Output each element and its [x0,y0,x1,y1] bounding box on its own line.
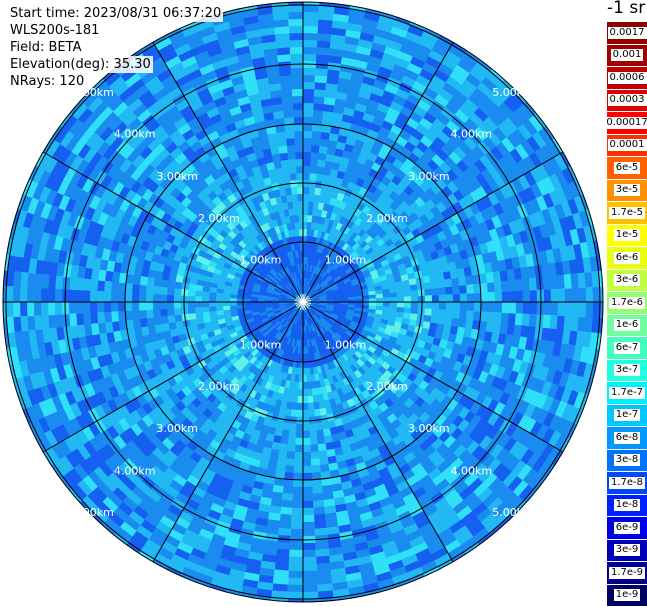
range-label: 1.00km [325,338,367,351]
range-label: 4.00km [114,464,156,477]
azimuth-spoke [302,301,564,453]
colorbar-cell: 3e-5 [607,179,647,201]
instrument-text: WLS200s-181 [10,22,102,39]
colorbar-cell: 1e-8 [607,494,647,516]
field-band-cyan [4,2,603,585]
colorbar-label: 1e-8 [613,499,641,512]
colorbar-cell: 1.7e-6 [607,292,647,314]
colorbar-label: 3e-5 [613,184,641,197]
colorbar-label: 1.7e-6 [608,296,646,309]
colorbar-cell: 0.0003 [607,89,647,111]
colorbar-label: 6e-5 [613,161,641,174]
colorbar-label: 3e-9 [613,544,641,557]
azimuth-spoke [42,151,304,303]
azimuth-spoke [302,301,454,563]
range-label: 2.00km [366,380,408,393]
range-label: 4.00km [451,128,493,141]
colorbar-cell: 1.7e-7 [607,382,647,404]
center-marker [299,294,304,303]
colorbar-label: 1e-7 [613,409,641,422]
colorbar-label: 6e-8 [613,431,641,444]
colorbar-cell: 1.7e-9 [607,562,647,584]
range-label: 5.00km [72,506,114,519]
field-band-mid [3,5,603,602]
colorbar-label: 1.7e-8 [608,476,646,489]
colorbar-cell: 3e-6 [607,269,647,291]
colorbar-label: 1.7e-5 [608,206,646,219]
colorbar-units: -1 sr [607,0,646,18]
azimuth-spoke [42,301,304,453]
range-label: 3.00km [156,170,198,183]
colorbar-cell: 1.7e-8 [607,472,647,494]
colorbar-cell: 0.0017 [607,22,647,44]
range-labels: 1.00km 1.00km 1.00km 1.00km 2.00km 2.00km 2.00… [72,86,534,519]
colorbar-label: 1e-5 [613,229,641,242]
colorbar-cell: 0.001 [607,44,647,66]
colorbar-cell: 1.7e-5 [607,202,647,224]
colorbar-label: 6e-6 [613,251,641,264]
colorbar-cell: 0.0006 [607,67,647,89]
colorbar-label: 3e-7 [613,364,641,377]
azimuth-spokes [3,2,603,602]
azimuth-spoke [302,151,564,303]
range-label: 3.00km [408,422,450,435]
colorbar-label: 0.001 [610,49,644,62]
range-label: 3.00km [156,422,198,435]
colorbar-cell: 1e-7 [607,404,647,426]
colorbar-label: 6e-9 [613,521,641,534]
range-label: 2.00km [366,212,408,225]
colorbar-cell: 6e-7 [607,337,647,359]
azimuth-spoke [152,301,304,563]
range-label: 1.00km [325,254,367,267]
colorbar-label: 0.0001 [607,139,647,152]
range-label: 2.00km [198,212,240,225]
colorbar-cell: 0.0001 [607,134,647,156]
range-label: 1.00km [240,254,282,267]
colorbar-label: 1.7e-9 [608,566,646,579]
colorbar-label: 3e-8 [613,454,641,467]
colorbar-cell: 3e-8 [607,449,647,471]
colorbar-label: 1e-9 [613,589,641,602]
colorbar-cell: 6e-8 [607,427,647,449]
start-time-text: Start time: 2023/08/31 06:37:20 [10,5,224,22]
range-label: 3.00km [408,170,450,183]
scan-info-panel: Start time: 2023/08/31 06:37:20 WLS200s-… [10,5,224,90]
elevation-text: Elevation(deg): 35.30 [10,56,153,73]
colorbar-cell: 6e-9 [607,517,647,539]
colorbar-label: 0.00017 [604,116,647,129]
range-label: 1.00km [240,338,282,351]
range-label: 5.00km [492,86,534,99]
range-label: 4.00km [114,128,156,141]
colorbar-label: 0.0017 [607,26,647,39]
range-label: 2.00km [198,380,240,393]
colorbar-label: 0.0003 [607,94,647,107]
colorbar-label: 6e-7 [613,341,641,354]
colorbar-cell: 3e-9 [607,539,647,561]
colorbar-label: 0.0006 [607,71,647,84]
colorbar-cell: 3e-7 [607,359,647,381]
range-label: 4.00km [451,464,493,477]
azimuth-spoke [302,41,454,303]
azimuth-spoke [152,41,304,303]
colorbar-cell: 6e-5 [607,157,647,179]
colorbar-cell: 1e-9 [607,584,647,606]
field-band-light [3,2,603,602]
colorbar-label: 1e-6 [613,319,641,332]
field-band-pale [175,180,432,420]
colorbar-cell: 0.00017 [604,112,647,134]
colorbar-label: 3e-6 [613,274,641,287]
field-text: Field: BETA [10,39,84,56]
nrays-text: NRays: 120 [10,73,87,90]
colorbar-cell: 6e-6 [607,247,647,269]
colorbar-label: 1.7e-7 [608,386,646,399]
colorbar-cell: 1e-5 [607,224,647,246]
colorbar-cell: 1e-6 [607,314,647,336]
range-label: 5.00km [492,506,534,519]
